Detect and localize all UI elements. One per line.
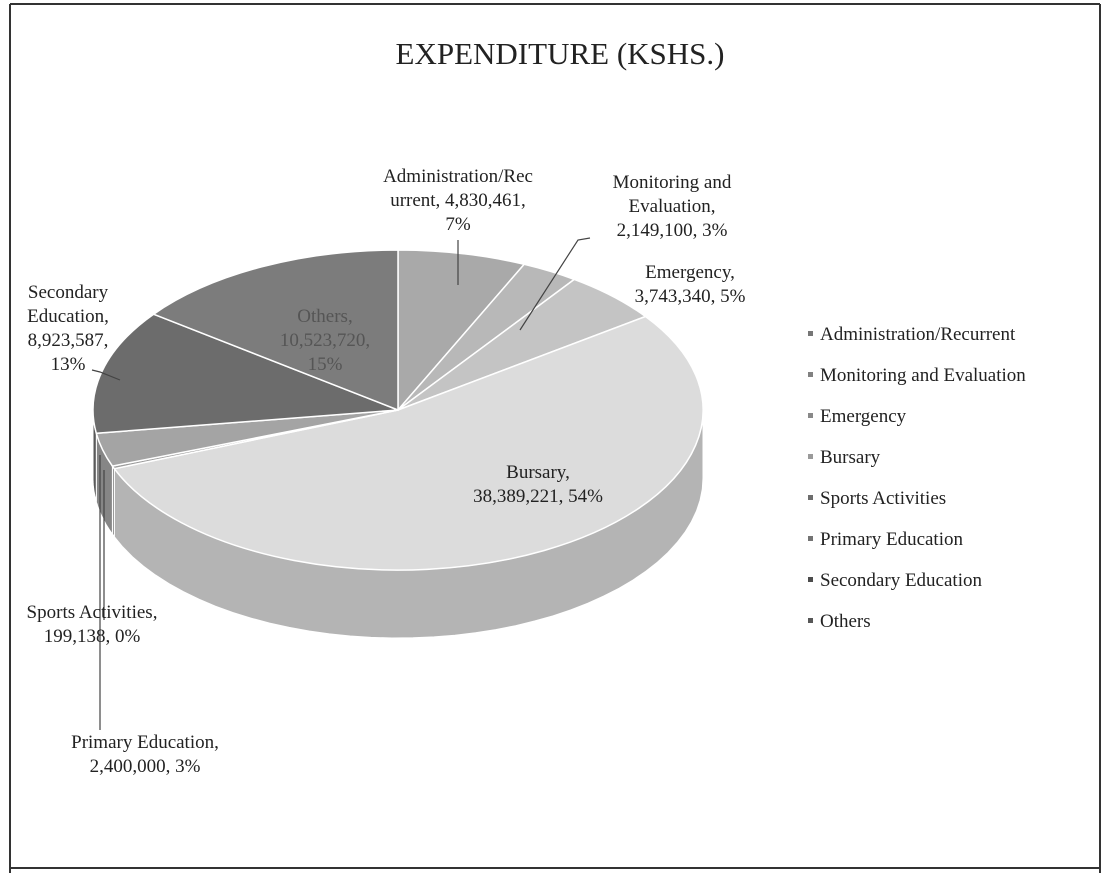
legend-swatch: [808, 495, 813, 500]
legend-label: Emergency: [820, 406, 907, 427]
legend-swatch: [808, 413, 813, 418]
slice: [152, 249, 399, 412]
legend-label: Administration/Recurrent: [820, 324, 1016, 345]
data-labels: Administration/Rec urrent, 4,830,461, 7% Mo…: [27, 166, 746, 777]
data-label: Sports Activities, 199,138, 0%: [27, 602, 158, 647]
legend-swatch: [808, 331, 813, 336]
pie: [92, 249, 704, 639]
legend-label: Secondary Education: [820, 570, 982, 591]
leader-lines: [91, 237, 591, 730]
legend-label: Monitoring and Evaluation: [820, 365, 1026, 386]
chart-title: EXPENDITURE (KSHS.): [396, 36, 725, 71]
data-label: Bursary, 38,389,221, 54%: [473, 462, 603, 507]
data-label: Administration/Rec urrent, 4,830,461, 7%: [383, 166, 533, 235]
legend-label: Bursary: [820, 447, 881, 468]
legend-swatch: [808, 536, 813, 541]
leader-line: [519, 237, 591, 331]
legend-label: Others: [820, 611, 871, 632]
legend: Administration/Recurrent Monitoring and E…: [808, 324, 1026, 632]
legend-label: Primary Education: [820, 529, 963, 550]
legend-swatch: [808, 577, 813, 582]
legend-swatch: [808, 372, 813, 377]
slice: [92, 313, 399, 435]
legend-swatch: [808, 618, 813, 623]
slice: [397, 249, 526, 413]
data-label: Primary Education, 2,400,000, 3%: [71, 732, 219, 777]
leader-line: [91, 369, 121, 381]
legend-swatch: [808, 454, 813, 459]
data-label: Secondary Education, 8,923,587, 13%: [27, 282, 109, 375]
data-label: Others, 10,523,720, 15%: [280, 306, 370, 375]
legend-label: Sports Activities: [820, 488, 946, 509]
slice: [112, 315, 704, 571]
data-label: Emergency, 3,743,340, 5%: [635, 262, 746, 307]
data-label: Monitoring and Evaluation, 2,149,100, 3%: [613, 172, 732, 241]
